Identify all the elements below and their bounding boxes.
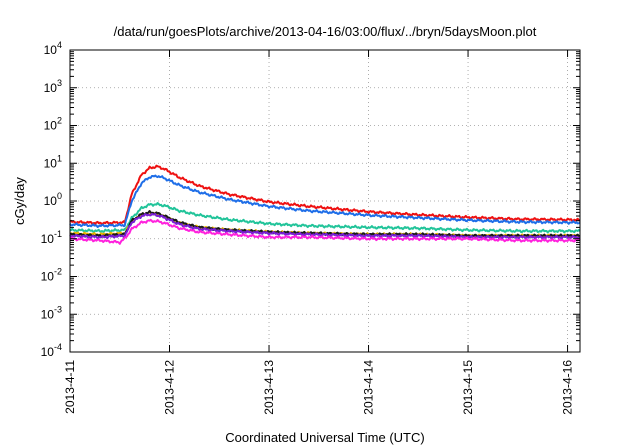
y-tick-labels: 10-4 10-3 10-2 10-1 100 101 102 103 104 (41, 40, 62, 359)
x-tick-labels: 2013-4-11 2013-4-12 2013-4-13 2013-4-14 2013… (63, 360, 575, 415)
x-tick-label: 2013-4-12 (163, 360, 177, 415)
x-tick-label: 2013-4-11 (63, 360, 77, 414)
x-tick-label: 2013-4-16 (561, 360, 575, 415)
y-tick-label: 10-4 (41, 342, 62, 359)
series-line (69, 202, 581, 234)
x-tick-label: 2013-4-15 (461, 360, 475, 415)
x-axis-label: Coordinated Universal Time (UTC) (225, 430, 424, 445)
y-tick-label: 102 (44, 116, 62, 133)
x-tick-label: 2013-4-13 (262, 360, 276, 415)
x-tick-label: 2013-4-14 (362, 360, 376, 415)
tick-marks (69, 49, 580, 353)
y-tick-label: 104 (44, 40, 62, 57)
y-tick-label: 10-2 (41, 267, 62, 284)
y-tick-label: 10-3 (41, 304, 62, 321)
y-tick-label: 101 (44, 153, 62, 170)
series-group (69, 164, 581, 245)
series-line (69, 218, 581, 245)
series-line (69, 212, 581, 240)
y-tick-label: 100 (44, 191, 62, 208)
y-tick-label: 103 (44, 78, 62, 95)
chart-title: /data/run/goesPlots/archive/2013-04-16/0… (114, 24, 537, 39)
grid (70, 50, 580, 352)
y-tick-label: 10-1 (41, 229, 62, 246)
series-line (69, 164, 581, 226)
y-axis-label: cGy/day (12, 177, 27, 225)
series-line (69, 174, 581, 228)
